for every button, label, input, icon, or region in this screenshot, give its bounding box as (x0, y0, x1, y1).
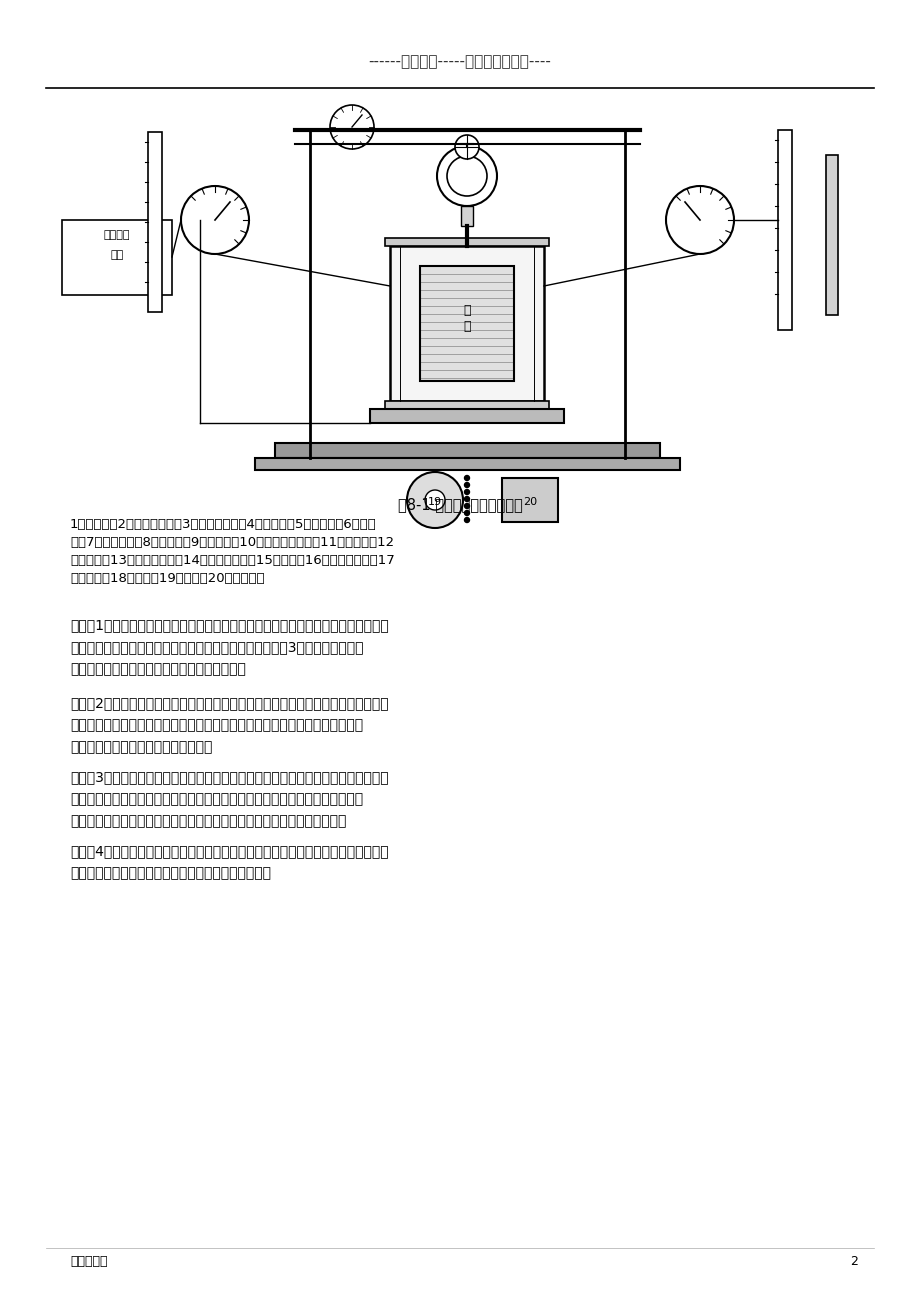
Text: 下而上的移动，使试件承受轴向压力。: 下而上的移动，使试件承受轴向压力。 (70, 740, 212, 754)
Bar (777, 130, 791, 329)
Text: （3）轴向压力测量系统　通常的试验中，轴向压力由测力计（测力环或称应变圈: （3）轴向压力测量系统 通常的试验中，轴向压力由测力计（测力环或称应变圈 (70, 769, 388, 784)
Text: 2: 2 (849, 1255, 857, 1268)
Text: 系统以及体积变形和孔隙水压力测量系统相连。: 系统以及体积变形和孔隙水压力测量系统相连。 (70, 661, 245, 676)
Bar (384, 238, 549, 246)
Circle shape (665, 186, 733, 254)
Circle shape (425, 490, 445, 510)
Text: 一量管阀；13一零位指标器；14一孔隙压力表；15一量管；16一孔隙压力阀；17: 一量管阀；13一零位指标器；14一孔隙压力表；15一量管；16一孔隙压力阀；17 (70, 553, 394, 566)
Bar (460, 206, 472, 227)
Circle shape (464, 510, 469, 516)
Bar (62, 220, 172, 296)
Text: 20: 20 (522, 497, 537, 506)
Circle shape (464, 483, 469, 487)
Circle shape (455, 135, 479, 159)
Bar (390, 246, 543, 401)
Text: 管；7一变形量表；8一测力环；9一排气孔；10一轴向加压设备；11一压力室；12: 管；7一变形量表；8一测力环；9一排气孔；10一轴向加压设备；11一压力室；12 (70, 536, 393, 549)
Circle shape (464, 517, 469, 522)
Text: 仅供参照，: 仅供参照， (70, 1255, 108, 1268)
Bar (384, 401, 549, 409)
Bar (255, 458, 679, 470)
Text: 1一调压桶；2一周围压力表；3一周围压力阀；4一排水阀；5一体变管；6一排水: 1一调压桶；2一周围压力表；3一周围压力阀；4一排水阀；5一体变管；6一排水 (70, 518, 377, 531)
Circle shape (464, 490, 469, 495)
Text: 图8-1 应变控制式三轴剪切仪: 图8-1 应变控制式三轴剪切仪 (397, 497, 522, 512)
Text: 测力计的受压变形由百分表读数。轴向压力系统也可由荷重传感器来代替。: 测力计的受压变形由百分表读数。轴向压力系统也可由荷重传感器来代替。 (70, 814, 346, 828)
Text: 19: 19 (427, 497, 442, 506)
Text: 周围压力: 周围压力 (104, 230, 130, 240)
Text: 系统: 系统 (110, 250, 123, 260)
Bar (369, 409, 563, 423)
Text: 试
样: 试 样 (463, 305, 471, 332)
Text: ------参考资料-----页眉页脚可删除----: ------参考资料-----页眉页脚可删除---- (369, 55, 550, 69)
Text: 将压力室的压力进行自动补偿而达到周围压力的稳定。: 将压力室的压力进行自动补偿而达到周围压力的稳定。 (70, 866, 271, 880)
Circle shape (464, 504, 469, 509)
Text: （2）轴向加荷传动系统　采用电动机带动多级变速的齿轮筱，或者采用可控硬无: （2）轴向加荷传动系统 采用电动机带动多级变速的齿轮筱，或者采用可控硬无 (70, 697, 388, 710)
Bar (275, 443, 659, 458)
Circle shape (406, 473, 462, 529)
Text: 等等）来反映土体的轴向荷重，测力计为线性和重复性较好的金属弹性体组成，: 等等）来反映土体的轴向荷重，测力计为线性和重复性较好的金属弹性体组成， (70, 792, 363, 806)
Text: 级调速，根据土样性质及试验方法确定加荷速率，通过传动系统使土样压力室自: 级调速，根据土样性质及试验方法确定加荷速率，通过传动系统使土样压力室自 (70, 717, 363, 732)
Circle shape (464, 475, 469, 480)
Text: 一离合器；18一手轮；19一马达；20一变速箱。: 一离合器；18一手轮；19一马达；20一变速箱。 (70, 572, 265, 585)
Bar (502, 478, 558, 522)
Circle shape (437, 146, 496, 206)
Bar (825, 155, 837, 315)
Bar (148, 132, 162, 312)
Circle shape (181, 186, 249, 254)
Text: （4）周围压力稳压系统　采用调压阀控制，调压阀当控制到某一固定压力后，它: （4）周围压力稳压系统 采用调压阀控制，调压阀当控制到某一固定压力后，它 (70, 844, 388, 858)
Text: 以及透明有机玻璃圆筒组成的密闭容器，压力室底座通常有3个小孔分别与围压: 以及透明有机玻璃圆筒组成的密闭容器，压力室底座通常有3个小孔分别与围压 (70, 641, 363, 654)
Circle shape (464, 496, 469, 501)
Bar (420, 266, 514, 381)
Text: （1）三轴压力室　压力室是三轴仪的主要组成部分，它是由一个金属上盖、底座: （1）三轴压力室 压力室是三轴仪的主要组成部分，它是由一个金属上盖、底座 (70, 618, 389, 631)
Circle shape (330, 105, 374, 148)
